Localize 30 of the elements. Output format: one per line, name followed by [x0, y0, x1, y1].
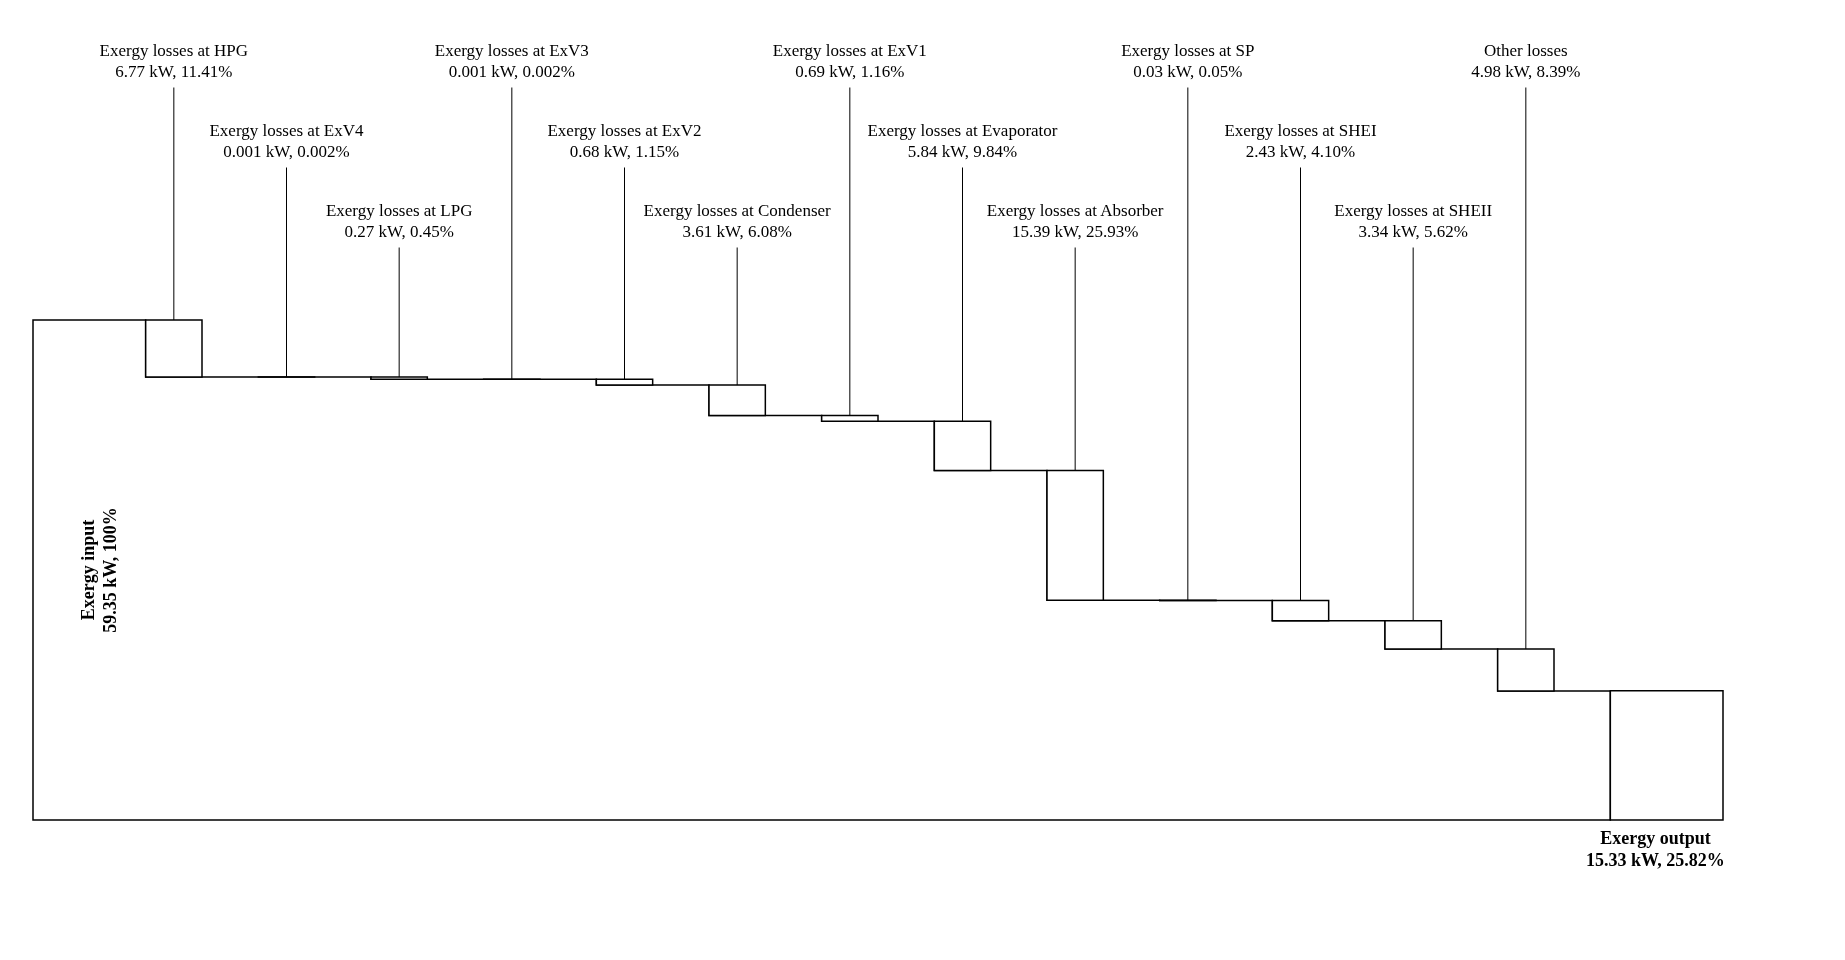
data-label: 0.03 kW, 0.05% [1133, 62, 1243, 81]
data-label: 0.68 kW, 1.15% [569, 142, 680, 161]
category-label: Exergy losses at ExV1 [772, 41, 927, 60]
data-label: 3.61 kW, 6.08% [682, 222, 792, 241]
category-label: Exergy losses at SHEI [1224, 121, 1377, 140]
data-label: 2.43 kW, 4.10% [1245, 142, 1356, 161]
category-label: Exergy losses at ExV4 [209, 121, 365, 140]
data-label: 59.35 kW, 100% [100, 507, 121, 633]
data-label: 0.27 kW, 0.45% [344, 222, 454, 241]
category-label: Exergy losses at ExV2 [547, 121, 702, 140]
category-label: Exergy output [1600, 828, 1711, 848]
category-label: Exergy losses at Absorber [986, 201, 1164, 220]
data-label: 3.34 kW, 5.62% [1358, 222, 1468, 241]
category-label: Exergy losses at LPG [325, 201, 473, 220]
data-label: 15.33 kW, 25.82% [1585, 850, 1725, 870]
data-label: 0.69 kW, 1.16% [795, 62, 905, 81]
category-label: Exergy losses at SHEII [1334, 201, 1493, 220]
category-label: Exergy losses at Condenser [643, 201, 832, 220]
data-label: 0.001 kW, 0.002% [223, 142, 350, 161]
data-label: 0.001 kW, 0.002% [448, 62, 576, 81]
category-label: Exergy losses at HPG [99, 41, 249, 60]
data-label: 15.39 kW, 25.93% [1011, 222, 1139, 241]
category-label: Exergy losses at SP [1121, 41, 1255, 60]
category-label: Exergy input [78, 519, 99, 621]
category-label: Exergy losses at Evaporator [867, 121, 1058, 140]
data-label: 6.77 kW, 11.41% [115, 62, 233, 81]
category-label: Exergy losses at ExV3 [434, 41, 589, 60]
data-label: 4.98 kW, 8.39% [1471, 62, 1581, 81]
data-label: 5.84 kW, 9.84% [907, 142, 1018, 161]
category-label: Other losses [1484, 41, 1568, 60]
